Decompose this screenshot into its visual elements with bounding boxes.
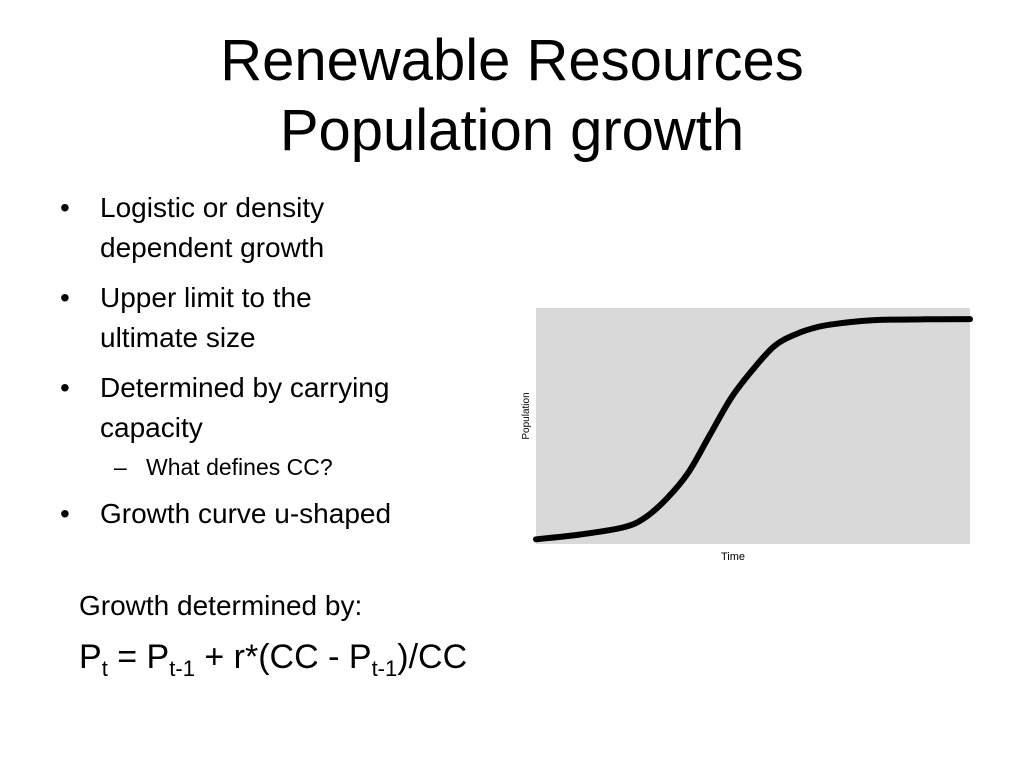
bullet-text-line: capacity [100,412,203,443]
formula-subscript: t [101,656,108,681]
formula-subscript: t-1 [371,656,398,681]
bullet-text-line: dependent growth [100,232,325,263]
population-growth-chart: Time Population [516,300,976,575]
formula-plus: + r*(CC - P [194,638,372,676]
bullet-text-line: ultimate size [100,322,256,353]
formula-p: P [79,638,102,676]
bullet-marker: • [60,282,70,313]
growth-formula: Pt = Pt-1 + r*(CC - Pt-1)/CC [79,634,467,692]
bullet-text-line: Growth curve u-shaped [100,498,392,529]
y-axis-label: Population [521,392,532,439]
chart-svg: Time Population [521,308,973,563]
slide-title: Renewable Resources Population growth [0,26,1024,166]
formula-tail: )/CC [397,638,468,676]
bullet-item: • Upper limit to the ultimate size [58,278,478,358]
population-curve [533,316,973,543]
growth-label: Growth determined by: [79,590,363,621]
formula-subscript: t-1 [169,656,195,681]
plot-area [536,308,970,544]
bullet-marker: • [60,192,70,223]
title-line-1: Renewable Resources [220,28,804,93]
bullet-item: • Logistic or density dependent growth [58,188,478,268]
bullet-list: • Logistic or density dependent growth •… [58,188,478,544]
bullet-text-line: Determined by carrying [100,372,390,403]
sub-bullet-text: What defines CC? [146,454,333,480]
title-line-2: Population growth [279,98,745,163]
dash-marker: – [114,454,127,480]
formula-equals: = P [107,638,170,676]
bullet-marker: • [60,498,70,529]
x-axis-label: Time [721,551,745,563]
bullet-text-line: Upper limit to the [100,282,312,313]
bullet-item: • Determined by carrying capacity [58,368,478,448]
bullet-item: • Growth curve u-shaped [58,494,478,534]
bullet-marker: • [60,372,70,403]
bullet-text-line: Logistic or density [100,192,325,223]
sub-bullet-item: – What defines CC? [58,450,478,484]
